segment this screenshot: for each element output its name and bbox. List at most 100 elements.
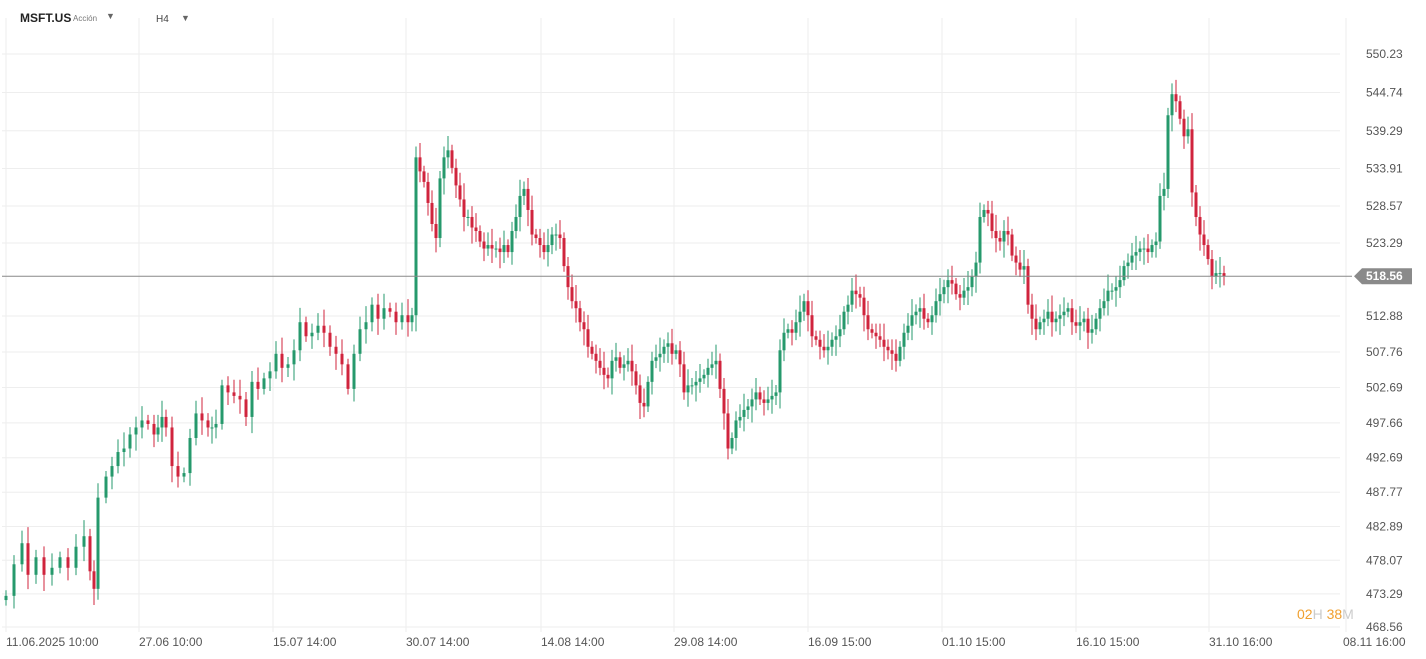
candle-countdown: 02H 38M — [1297, 606, 1354, 622]
candle-body — [214, 423, 218, 428]
candle-body — [220, 385, 224, 424]
candle-body — [1150, 245, 1154, 253]
candle-body — [830, 339, 834, 347]
candle-body — [182, 473, 186, 477]
candle-body — [698, 378, 702, 382]
candle-body — [962, 290, 966, 298]
time-tick-label: 01.10 15:00 — [942, 635, 1006, 649]
time-axis[interactable]: 11.06.2025 10:00 27.06 10:00 15.07 14:00 30… — [6, 635, 1406, 649]
candle-body — [722, 388, 726, 414]
chart-header: MSFT.US Acción ▼ H4 ▼ — [0, 0, 1340, 36]
candle-body — [1094, 318, 1098, 330]
candle-body — [1050, 311, 1054, 323]
candle-body — [694, 381, 698, 386]
candle-body — [910, 315, 914, 326]
price-axis[interactable]: 550.23 544.74 539.29 533.91 528.57 523.29 512.… — [1366, 47, 1403, 634]
candle-body — [1010, 234, 1014, 256]
candle-body — [1186, 129, 1190, 137]
candle-body — [662, 346, 666, 354]
candle-body — [782, 332, 786, 351]
candle-body — [164, 416, 168, 428]
candle-body — [982, 209, 986, 217]
candle-body — [994, 231, 998, 239]
candle-body — [554, 234, 558, 236]
candle-body — [1110, 290, 1114, 292]
timeframe-selector[interactable]: H4 — [156, 14, 169, 25]
symbol-selector[interactable]: MSFT.US — [20, 11, 72, 25]
candle-body — [490, 245, 494, 249]
price-tick-label: 478.07 — [1366, 553, 1403, 567]
candle-body — [706, 367, 710, 375]
candle-body — [1126, 262, 1130, 267]
candle-body — [400, 315, 404, 323]
candle-body — [1146, 248, 1150, 253]
candle-body — [20, 543, 24, 565]
candle-body — [1026, 266, 1030, 305]
candle-body — [506, 245, 510, 253]
candle-body — [328, 332, 332, 347]
candle-body — [710, 364, 714, 368]
candle-body — [4, 595, 8, 601]
candle-body — [478, 231, 482, 242]
candle-body — [470, 216, 474, 228]
candle-body — [958, 294, 962, 298]
candle-body — [886, 346, 890, 351]
candle-body — [66, 557, 70, 568]
candle-body — [482, 241, 486, 249]
candle-body — [438, 178, 442, 239]
candle-body — [574, 301, 578, 309]
candle-body — [442, 157, 446, 179]
symbol-dropdown-icon[interactable]: ▼ — [106, 11, 115, 21]
candle-body — [1162, 188, 1166, 196]
candle-body — [818, 339, 822, 347]
candle-body — [1174, 94, 1178, 102]
candle-body — [786, 329, 790, 333]
candle-body — [1222, 273, 1226, 277]
candle-body — [534, 234, 538, 239]
candle-body — [334, 346, 338, 354]
price-tick-label: 533.91 — [1366, 162, 1403, 176]
time-tick-label: 08.11 16:00 — [1343, 635, 1406, 649]
candle-body — [642, 402, 646, 407]
candle-body — [670, 343, 674, 354]
candle-body — [1022, 266, 1026, 270]
candle-body — [1106, 290, 1110, 302]
candle-body — [862, 297, 866, 316]
candle-body — [104, 476, 108, 498]
candle-body — [970, 276, 974, 288]
candle-body — [170, 427, 174, 467]
candle-body — [352, 353, 356, 389]
candle-body — [742, 409, 746, 417]
candle-body — [550, 234, 554, 246]
candle-body — [1082, 318, 1086, 323]
price-tick-label: 487.77 — [1366, 485, 1403, 499]
candle-body — [1070, 308, 1074, 323]
candle-body — [188, 437, 192, 474]
candle-body — [502, 245, 506, 253]
candle-body — [156, 427, 160, 435]
candle-body — [966, 287, 970, 291]
candle-body — [1006, 231, 1010, 235]
candle-body — [1018, 262, 1022, 270]
candle-body — [58, 557, 62, 568]
candle-body — [494, 248, 498, 250]
price-tick-label: 492.69 — [1366, 451, 1403, 465]
candle-body — [466, 216, 470, 218]
candle-body — [854, 290, 858, 295]
price-tick-label: 502.69 — [1366, 381, 1403, 395]
candle-body — [26, 543, 30, 575]
candle-body — [358, 329, 362, 354]
candle-body — [810, 315, 814, 337]
instrument-type-label: Acción — [73, 14, 98, 23]
candle-body — [418, 157, 422, 172]
candle-body — [82, 536, 86, 547]
candle-body — [630, 360, 634, 372]
price-tick-label: 512.88 — [1366, 309, 1403, 323]
candle-body — [1114, 287, 1118, 291]
timeframe-dropdown-icon[interactable]: ▼ — [181, 13, 190, 23]
candle-body — [430, 202, 434, 224]
candle-body — [930, 315, 934, 323]
price-tick-label: 544.74 — [1366, 86, 1403, 100]
price-tick-label: 528.57 — [1366, 199, 1403, 213]
